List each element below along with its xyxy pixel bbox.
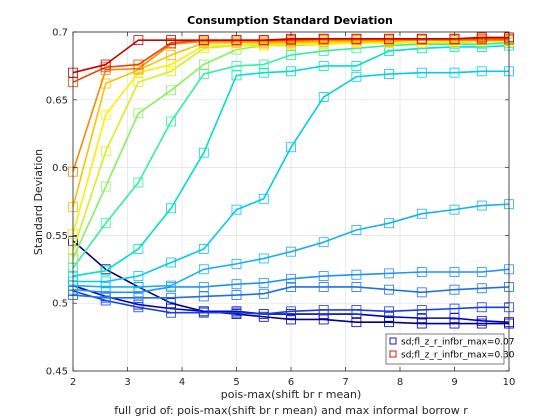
y-tick-label: 0.45 [46, 367, 68, 378]
y-tick-label: 0.55 [46, 231, 68, 242]
x-axis-label-secondary: full grid of: pois-max(shift br r mean) … [114, 404, 468, 417]
y-tick-label: 0.5 [52, 299, 68, 310]
x-tick-label: 4 [179, 377, 185, 388]
legend-label-1: sd;fl_z_r_infbr_max=0.07 [401, 338, 515, 348]
chart-title: Consumption Standard Deviation [187, 14, 393, 27]
x-tick-label: 3 [124, 377, 130, 388]
x-tick-label: 2 [70, 377, 76, 388]
y-tick-label: 0.65 [46, 95, 68, 106]
x-axis-label: pois-max(shift br r mean) [221, 388, 361, 401]
y-tick-label: 0.7 [52, 28, 68, 39]
y-axis-label: Standard Deviation [32, 149, 45, 255]
y-tick-label: 0.6 [52, 163, 68, 174]
x-tick-label: 5 [233, 377, 239, 388]
legend: sd;fl_z_r_infbr_max=0.07 sd;fl_z_r_infbr… [386, 334, 515, 364]
x-tick-label: 7 [342, 377, 348, 388]
x-tick-label: 10 [503, 377, 516, 388]
x-tick-label: 6 [288, 377, 294, 388]
legend-label-2: sd;fl_z_r_infbr_max=0.30 [401, 351, 515, 361]
x-tick-label: 8 [397, 377, 403, 388]
x-tick-label: 9 [451, 377, 457, 388]
